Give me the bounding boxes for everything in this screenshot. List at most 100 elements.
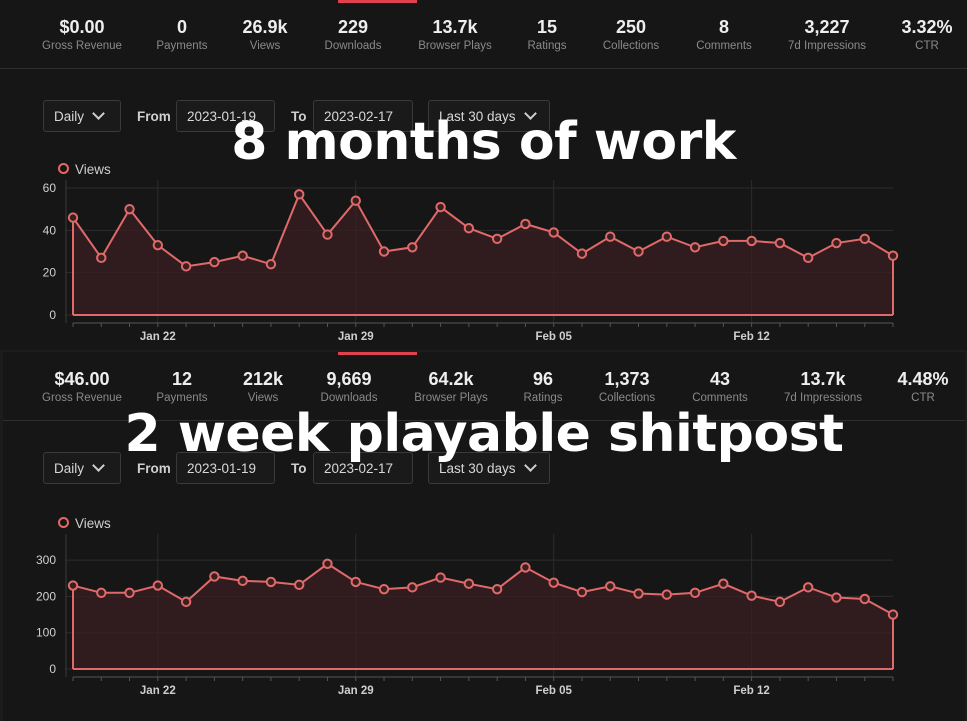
stat-label: Views xyxy=(249,40,281,52)
data-point xyxy=(605,231,616,242)
range-select[interactable]: Last 30 days xyxy=(428,100,550,132)
stat-comments[interactable]: 43 Comments xyxy=(692,368,748,405)
x-tick-label: Jan 29 xyxy=(338,685,374,697)
stat-ctr[interactable]: 3.32% CTR xyxy=(901,16,952,53)
stat-label: 7d Impressions xyxy=(788,40,866,52)
stat-value: 26.9k xyxy=(242,17,288,37)
data-point xyxy=(859,233,870,245)
data-point xyxy=(746,590,757,601)
stat-7d-impressions[interactable]: 3,227 7d Impressions xyxy=(788,16,866,53)
data-point xyxy=(520,218,531,230)
stat-gross-revenue[interactable]: $46.00 Gross Revenue xyxy=(42,368,122,405)
data-point xyxy=(633,588,644,599)
data-point xyxy=(180,596,192,608)
stat-downloads[interactable]: 229 Downloads xyxy=(325,16,382,53)
stat-value: 43 xyxy=(709,369,731,389)
stat-label: Collections xyxy=(598,392,656,404)
stat-label: Collections xyxy=(602,40,660,52)
stat-value: $46.00 xyxy=(54,369,110,389)
data-point xyxy=(435,572,446,583)
data-point xyxy=(689,587,701,599)
to-date-input[interactable]: 2023-02-17 xyxy=(313,452,413,484)
stat-collections[interactable]: 1,373 Collections xyxy=(599,368,655,405)
data-point xyxy=(859,593,870,605)
stat-label: Ratings xyxy=(527,40,567,52)
stats-bar: $46.00 Gross Revenue 12 Payments 212k Views… xyxy=(3,352,965,421)
stat-label: Gross Revenue xyxy=(42,392,122,404)
stat-label: Browser Plays xyxy=(414,392,488,404)
legend-marker-icon xyxy=(58,163,69,174)
stat-ctr[interactable]: 4.48% CTR xyxy=(897,368,948,405)
data-point xyxy=(180,261,192,272)
to-label: To xyxy=(291,461,307,476)
stat-value: 3,227 xyxy=(804,17,850,37)
stat-payments[interactable]: 12 Payments xyxy=(156,368,207,405)
stat-value: 96 xyxy=(532,369,554,389)
data-point xyxy=(576,248,588,259)
stat-downloads[interactable]: 9,669 Downloads xyxy=(321,368,378,405)
x-tick-label: Jan 22 xyxy=(140,331,176,343)
legend-label: Views xyxy=(75,162,111,177)
stat-7d-impressions[interactable]: 13.7k 7d Impressions xyxy=(784,368,862,405)
stat-value: 15 xyxy=(536,17,558,37)
stat-label: CTR xyxy=(915,40,939,52)
to-date-input[interactable]: 2023-02-17 xyxy=(313,100,413,132)
chart-legend[interactable]: Views xyxy=(58,162,111,177)
data-point xyxy=(802,252,814,264)
stat-gross-revenue[interactable]: $0.00 Gross Revenue xyxy=(42,16,122,53)
data-point xyxy=(463,578,475,589)
x-tick-label: Feb 12 xyxy=(733,685,769,697)
data-point xyxy=(661,231,672,242)
data-point xyxy=(209,571,220,582)
interval-select[interactable]: Daily xyxy=(43,452,121,484)
y-tick-label: 20 xyxy=(43,266,57,280)
stat-ratings[interactable]: 15 Ratings xyxy=(528,16,567,53)
stats-bar: $0.00 Gross Revenue 0 Payments 26.9k Views … xyxy=(0,0,967,69)
chart-legend[interactable]: Views xyxy=(58,516,111,531)
stat-payments[interactable]: 0 Payments xyxy=(156,16,207,53)
stat-value: 9,669 xyxy=(326,369,372,389)
stat-comments[interactable]: 8 Comments xyxy=(696,16,752,53)
data-point xyxy=(265,259,277,270)
data-point xyxy=(548,227,559,238)
data-point xyxy=(237,250,248,261)
stat-views[interactable]: 212k Views xyxy=(243,368,283,405)
y-tick-label: 100 xyxy=(36,626,56,640)
area-fill xyxy=(73,563,893,669)
from-date-input[interactable]: 2023-01-19 xyxy=(176,452,275,484)
data-point xyxy=(294,579,305,591)
stat-browser-plays[interactable]: 64.2k Browser Plays xyxy=(414,368,488,405)
y-tick-label: 0 xyxy=(49,662,56,676)
stat-value: 12 xyxy=(171,369,193,389)
stat-value: 3.32% xyxy=(901,17,953,37)
x-tick-label: Feb 05 xyxy=(535,331,572,343)
stat-browser-plays[interactable]: 13.7k Browser Plays xyxy=(418,16,492,53)
analytics-panel-top: $0.00 Gross Revenue 0 Payments 26.9k Views … xyxy=(0,0,967,350)
data-point xyxy=(209,256,220,268)
stat-collections[interactable]: 250 Collections xyxy=(603,16,659,53)
data-point xyxy=(124,587,135,599)
range-select[interactable]: Last 30 days xyxy=(428,452,550,484)
from-label: From xyxy=(137,461,171,476)
stat-views[interactable]: 26.9k Views xyxy=(242,16,287,53)
data-point xyxy=(407,242,418,253)
data-point xyxy=(831,237,842,249)
data-point xyxy=(887,250,899,261)
stat-label: Comments xyxy=(696,40,752,52)
stat-value: 0 xyxy=(176,17,188,37)
y-tick-label: 300 xyxy=(36,553,56,567)
x-tick-label: Feb 12 xyxy=(733,331,769,343)
stat-label: 7d Impressions xyxy=(784,392,862,404)
range-value: Last 30 days xyxy=(439,109,516,124)
data-point xyxy=(96,252,107,264)
data-point xyxy=(265,576,277,588)
data-point xyxy=(152,239,164,251)
data-point xyxy=(67,212,79,223)
y-tick-label: 60 xyxy=(43,181,57,195)
stat-ratings[interactable]: 96 Ratings xyxy=(524,368,563,405)
data-point xyxy=(887,609,899,620)
from-date-input[interactable]: 2023-01-19 xyxy=(176,100,275,132)
data-point xyxy=(322,229,333,240)
interval-select[interactable]: Daily xyxy=(43,100,121,132)
stat-label: Ratings xyxy=(523,392,563,404)
